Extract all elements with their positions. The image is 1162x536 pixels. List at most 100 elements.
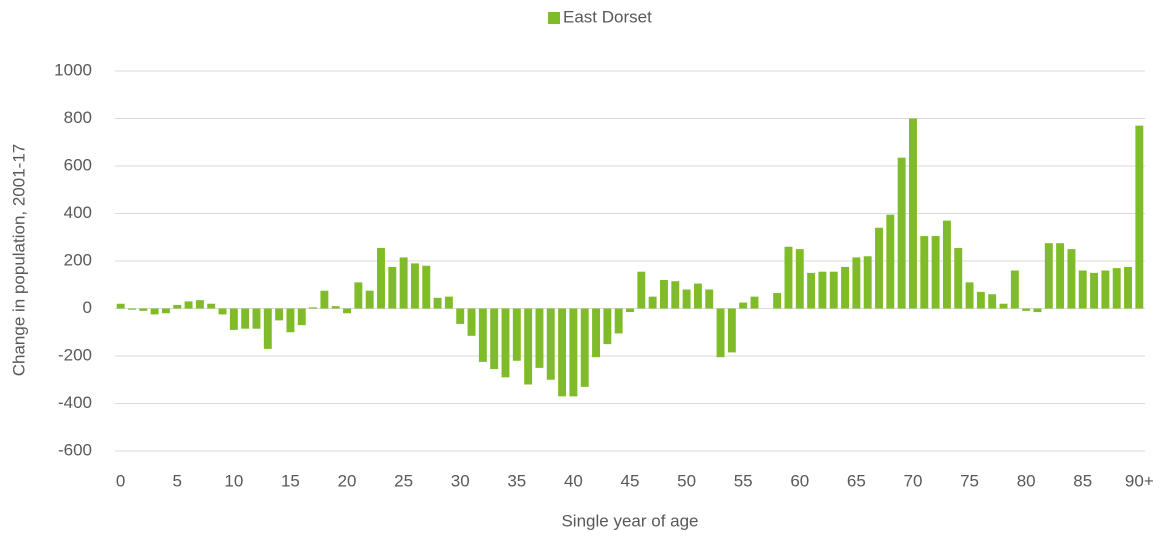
x-tick-label: 75 xyxy=(960,471,979,490)
bar xyxy=(909,118,917,309)
bar xyxy=(716,308,725,358)
x-axis-label: Single year of age xyxy=(561,511,698,530)
bar xyxy=(524,308,533,385)
y-axis-label: Change in population, 2001-17 xyxy=(9,144,28,377)
bar xyxy=(535,308,544,368)
x-tick-label: 50 xyxy=(677,471,696,490)
x-tick-label: 15 xyxy=(281,471,300,490)
bar xyxy=(433,297,442,309)
bar xyxy=(309,307,318,309)
bar xyxy=(614,308,623,334)
bar xyxy=(920,236,929,309)
bar xyxy=(1078,270,1087,309)
bar xyxy=(965,282,974,309)
bar xyxy=(558,308,567,397)
x-tick-label: 30 xyxy=(451,471,470,490)
bar xyxy=(795,249,804,309)
bar xyxy=(343,308,351,314)
bar xyxy=(275,308,284,321)
bar xyxy=(478,308,487,362)
bar xyxy=(784,246,793,309)
bar xyxy=(546,308,555,380)
bar xyxy=(841,266,850,309)
bar xyxy=(569,308,578,397)
bar xyxy=(365,290,374,309)
bar xyxy=(456,308,465,324)
x-tick-label: 40 xyxy=(564,471,583,490)
bar xyxy=(1124,266,1132,309)
bar xyxy=(354,282,363,309)
y-tick-label: 800 xyxy=(64,108,92,127)
bar xyxy=(637,271,646,309)
bar xyxy=(173,304,182,309)
bar xyxy=(875,227,883,309)
bar xyxy=(897,157,906,309)
bar xyxy=(444,296,453,309)
bar xyxy=(693,283,702,309)
legend-swatch xyxy=(548,12,560,24)
x-tick-label: 0 xyxy=(116,471,125,490)
bar xyxy=(161,308,170,314)
bar xyxy=(954,247,963,309)
y-tick-label: -600 xyxy=(58,440,92,459)
y-tick-label: 200 xyxy=(64,250,92,269)
bar xyxy=(671,281,680,309)
bar xyxy=(320,290,329,309)
bar xyxy=(1135,125,1144,309)
bar xyxy=(727,308,736,353)
x-tick-label: 85 xyxy=(1073,471,1092,490)
bar xyxy=(829,271,838,309)
bar xyxy=(931,236,940,309)
bar xyxy=(626,308,634,313)
bar xyxy=(512,308,521,361)
bar xyxy=(252,308,261,329)
x-tick-label: 35 xyxy=(507,471,526,490)
bar xyxy=(807,272,816,309)
bar xyxy=(603,308,612,345)
bar xyxy=(999,303,1008,309)
x-tick-label: 55 xyxy=(734,471,753,490)
x-tick-label: 90+ xyxy=(1125,471,1154,490)
bar xyxy=(377,247,385,309)
bar xyxy=(501,308,510,378)
bar xyxy=(297,308,306,326)
y-tick-label: 1000 xyxy=(54,60,92,79)
x-tick-label: 80 xyxy=(1017,471,1036,490)
bar xyxy=(976,291,985,309)
bar xyxy=(988,294,997,309)
bar xyxy=(128,308,136,310)
x-tick-label: 45 xyxy=(621,471,640,490)
bar xyxy=(648,296,657,309)
x-tick-label: 70 xyxy=(904,471,923,490)
bar xyxy=(592,308,601,358)
bar xyxy=(1056,243,1065,309)
x-tick-label: 5 xyxy=(173,471,182,490)
bar xyxy=(1033,308,1042,313)
bar xyxy=(739,302,748,309)
bar xyxy=(241,308,250,329)
bar xyxy=(1112,268,1121,309)
bar xyxy=(1090,272,1099,309)
bar xyxy=(1101,270,1110,309)
bar xyxy=(410,263,419,309)
bar xyxy=(286,308,295,333)
bar xyxy=(580,308,589,387)
y-tick-label: 600 xyxy=(64,155,92,174)
bar xyxy=(1067,249,1076,309)
x-tick-label: 25 xyxy=(394,471,413,490)
bar xyxy=(942,220,951,309)
bar xyxy=(1022,308,1031,311)
bar xyxy=(863,256,872,309)
bar xyxy=(229,308,238,330)
bar xyxy=(467,308,476,336)
bar xyxy=(750,296,759,309)
bar xyxy=(1044,243,1053,309)
bar xyxy=(150,308,159,315)
bar xyxy=(399,257,408,309)
bar xyxy=(263,308,272,349)
y-tick-label: -400 xyxy=(58,393,92,412)
bar xyxy=(139,308,148,311)
y-tick-label: -200 xyxy=(58,345,92,364)
bar xyxy=(490,308,499,370)
